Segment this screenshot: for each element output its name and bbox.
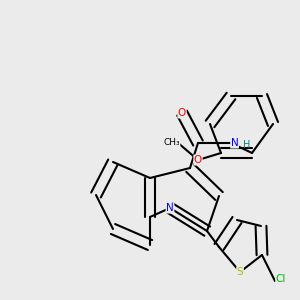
Text: S: S bbox=[237, 267, 243, 277]
Text: N: N bbox=[166, 203, 174, 213]
Text: Cl: Cl bbox=[276, 274, 286, 284]
Text: H: H bbox=[243, 140, 250, 149]
Text: O: O bbox=[194, 155, 202, 165]
Text: N: N bbox=[231, 138, 239, 148]
Text: CH₃: CH₃ bbox=[163, 137, 180, 146]
Text: O: O bbox=[178, 108, 186, 118]
